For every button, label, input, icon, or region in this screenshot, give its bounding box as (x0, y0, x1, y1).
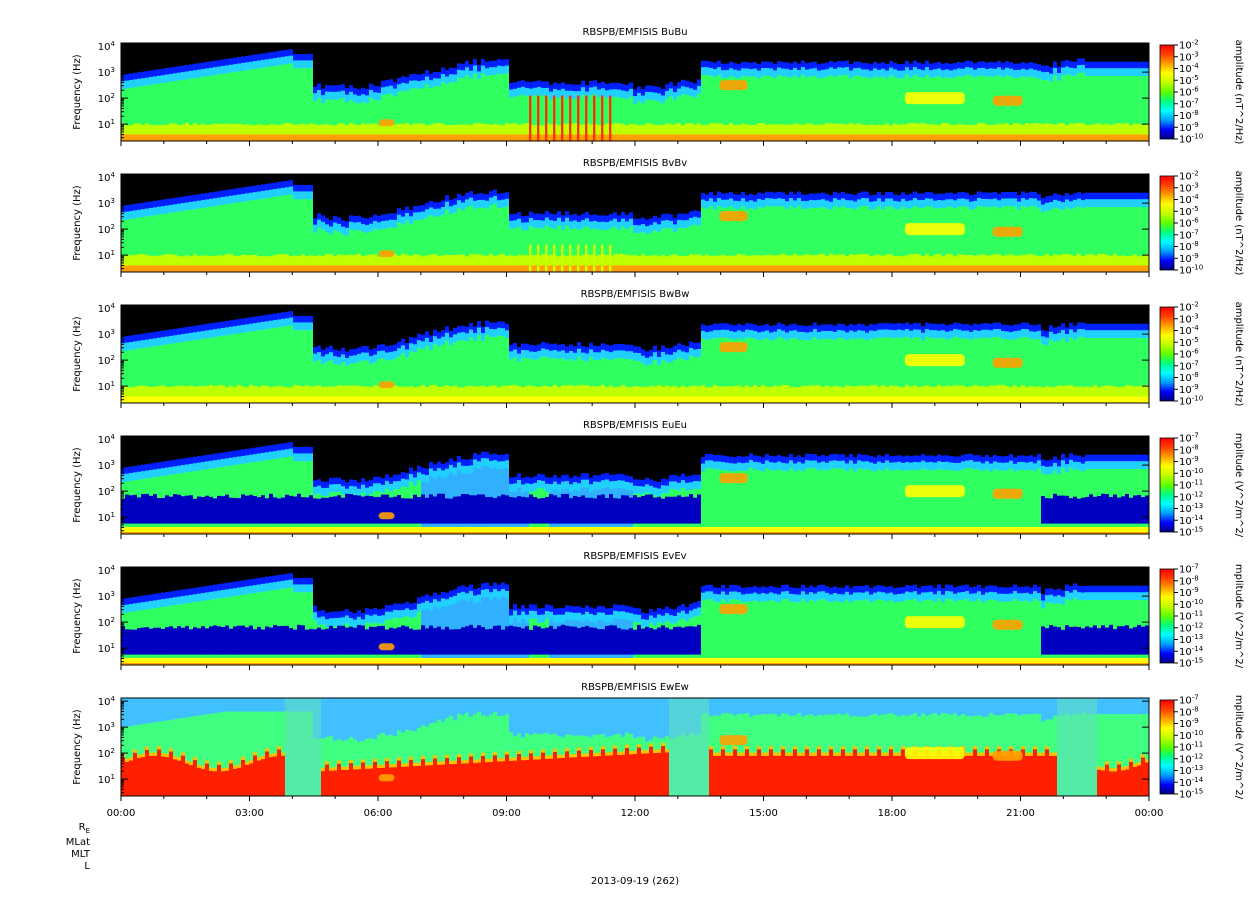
colorbar-label: mplitude (V^2/m^2/ (1233, 564, 1244, 669)
colorbar-tick-label: 10-15 (1179, 788, 1203, 801)
colorbar-label: amplitude (nT^2/Hz) (1233, 302, 1244, 407)
row-label-l: L (40, 861, 90, 873)
spectrogram-image (121, 698, 1150, 796)
x-tick-label: 18:00 (878, 808, 907, 819)
y-tick-label: 102 (98, 616, 115, 629)
spectrogram-panel: RBSPB/EMFISIS EuEu Frequency (Hz) 101 102 10… (72, 420, 1244, 539)
x-tick-label: 00:00 (1135, 808, 1164, 819)
colorbar (1160, 176, 1174, 270)
date-label: 2013-09-19 (262) (0, 876, 1248, 887)
y-tick-label: 103 (98, 590, 115, 603)
colorbar (1160, 45, 1174, 139)
panel-title: RBSPB/EMFISIS BuBu (582, 27, 687, 38)
row-label-mlat: MLat (40, 837, 90, 849)
x-tick-label: 21:00 (1006, 808, 1035, 819)
y-axis-label: Frequency (Hz) (72, 709, 83, 785)
spectrogram-panel: RBSPB/EMFISIS EvEv Frequency (Hz) 101 102 10… (72, 551, 1244, 670)
y-tick-label: 104 (98, 695, 116, 708)
colorbar-label: mplitude (V^2/m^2/ (1233, 433, 1244, 538)
y-tick-label: 104 (98, 564, 116, 577)
spectrogram-image (121, 305, 1150, 403)
colorbar (1160, 438, 1174, 532)
panel-title: RBSPB/EMFISIS EvEv (583, 551, 686, 562)
row-label-re: RE (40, 822, 90, 837)
panel-title: RBSPB/EMFISIS BwBw (581, 289, 690, 300)
y-axis-label: Frequency (Hz) (72, 54, 83, 130)
spectrogram-panel: RBSPB/EMFISIS BuBu Frequency (Hz) 101 102 10… (72, 27, 1244, 146)
colorbar-tick-label: 10-15 (1179, 657, 1203, 670)
y-axis-label: Frequency (Hz) (72, 447, 83, 523)
colorbar (1160, 307, 1174, 401)
y-axis-label: Frequency (Hz) (72, 316, 83, 392)
y-tick-label: 102 (98, 354, 115, 367)
spectrogram-panel: RBSPB/EMFISIS EwEw Frequency (Hz) 101 102 10… (72, 682, 1244, 801)
colorbar (1160, 700, 1174, 794)
y-tick-label: 101 (98, 249, 115, 262)
y-tick-label: 101 (98, 118, 115, 131)
spectrogram-image (121, 174, 1150, 272)
colorbar-label: amplitude (nT^2/Hz) (1233, 40, 1244, 145)
y-tick-label: 103 (98, 721, 115, 734)
x-tick-label: 06:00 (364, 808, 393, 819)
colorbar-tick-label: 10-15 (1179, 526, 1203, 539)
y-tick-label: 103 (98, 459, 115, 472)
y-tick-label: 104 (98, 302, 116, 315)
colorbar-tick-label: 10-10 (1179, 395, 1203, 408)
spectrogram-panel: RBSPB/EMFISIS BvBv Frequency (Hz) 101 102 10… (72, 158, 1244, 277)
y-tick-label: 101 (98, 511, 115, 524)
colorbar-label: amplitude (nT^2/Hz) (1233, 171, 1244, 276)
y-tick-label: 104 (98, 433, 116, 446)
y-tick-label: 103 (98, 197, 115, 210)
y-tick-label: 104 (98, 40, 116, 53)
y-tick-label: 101 (98, 380, 115, 393)
x-tick-label: 15:00 (749, 808, 778, 819)
y-tick-label: 102 (98, 747, 115, 760)
panel-title: RBSPB/EMFISIS BvBv (583, 158, 687, 169)
y-tick-label: 101 (98, 642, 115, 655)
colorbar-label: mplitude (V^2/m^2/ (1233, 695, 1244, 800)
y-tick-label: 101 (98, 773, 115, 786)
ephemeris-row-labels: RE MLat MLT L (40, 822, 90, 873)
panel-title: RBSPB/EMFISIS EwEw (581, 682, 689, 693)
y-tick-label: 104 (98, 171, 116, 184)
y-tick-label: 103 (98, 328, 115, 341)
colorbar-tick-label: 10-10 (1179, 264, 1203, 277)
y-tick-label: 102 (98, 485, 115, 498)
spectrogram-image (121, 43, 1150, 141)
x-tick-label: 12:00 (621, 808, 650, 819)
y-tick-label: 103 (98, 66, 115, 79)
spectrogram-image (121, 567, 1150, 665)
y-axis-label: Frequency (Hz) (72, 578, 83, 654)
x-tick-label: 03:00 (235, 808, 264, 819)
row-label-mlt: MLT (40, 849, 90, 861)
spectrogram-image (121, 436, 1150, 534)
spectrogram-panel: RBSPB/EMFISIS BwBw Frequency (Hz) 101 102 10… (72, 289, 1244, 408)
y-tick-label: 102 (98, 223, 115, 236)
colorbar (1160, 569, 1174, 663)
colorbar-tick-label: 10-10 (1179, 133, 1203, 146)
x-tick-label: 00:00 (107, 808, 136, 819)
x-tick-label: 09:00 (492, 808, 521, 819)
y-tick-label: 102 (98, 92, 115, 105)
panel-title: RBSPB/EMFISIS EuEu (583, 420, 687, 431)
y-axis-label: Frequency (Hz) (72, 185, 83, 261)
